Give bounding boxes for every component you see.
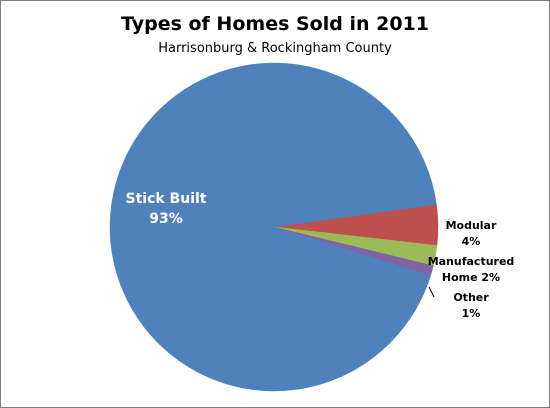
pie-label-manufactured-home: Manufactured Home 2%: [428, 255, 515, 284]
leader-line-other: [428, 286, 435, 298]
pie-label-stick-built: Stick Built 93%: [126, 191, 207, 227]
pie-label-modular: Modular 4%: [446, 219, 497, 248]
pie-slice-stick-built: [109, 62, 437, 392]
pie-label-other: Other 1%: [453, 291, 489, 320]
chart-subtitle: Harrisonburg & Rockingham County: [158, 41, 392, 56]
chart-title: Types of Homes Sold in 2011: [121, 13, 429, 35]
